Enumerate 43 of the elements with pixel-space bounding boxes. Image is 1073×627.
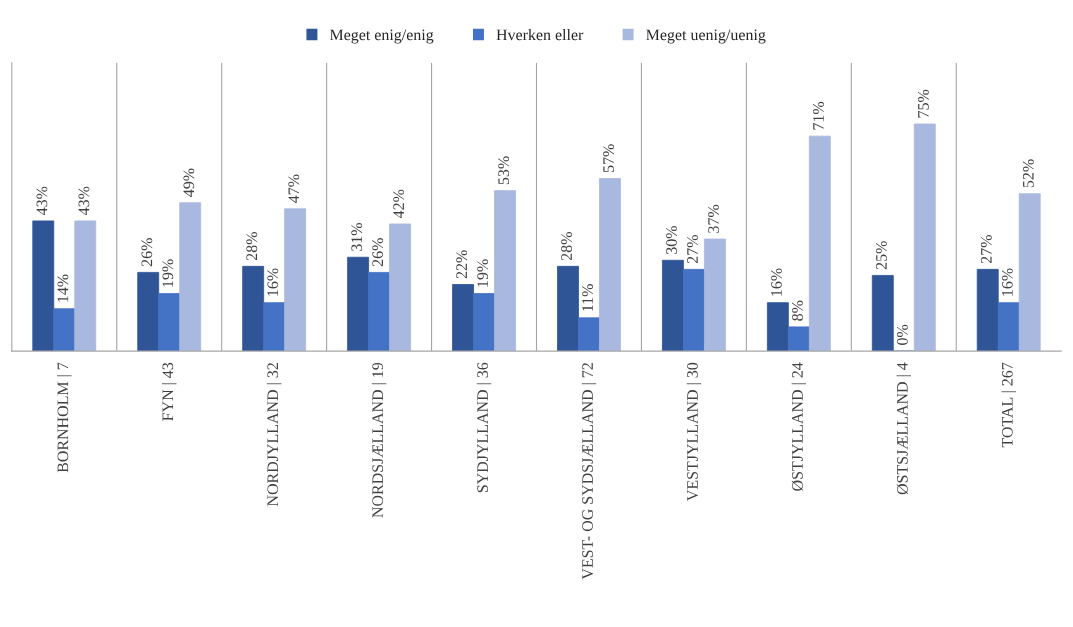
x-tick-label: NORDSJÆLLAND | 19	[371, 362, 387, 518]
data-label: 0%	[897, 324, 908, 345]
data-label: 19%	[162, 259, 174, 287]
data-label: 37%	[708, 204, 719, 233]
x-tick-label: BORNHOLM | 7	[57, 362, 72, 473]
data-label: 16%	[771, 268, 782, 296]
data-label: 16%	[1001, 268, 1013, 296]
data-label: 14%	[57, 274, 69, 302]
data-label: 71%	[813, 101, 824, 130]
x-tick-label: VEST- OG SYDSJÆLLAND | 72	[581, 363, 597, 580]
data-label: 28%	[561, 232, 573, 261]
data-label: 43%	[36, 186, 48, 216]
legend-label: Meget uenig/uenig	[646, 29, 766, 44]
data-label: 22%	[456, 250, 468, 279]
x-tick-label: ØSTSJÆLLAND | 4	[896, 362, 912, 495]
data-label: 49%	[183, 168, 195, 197]
data-label: 19%	[477, 259, 489, 287]
data-label: 8%	[792, 300, 803, 321]
data-label: 43%	[78, 186, 90, 216]
x-tick-label: VESTJYLLAND | 30	[686, 362, 702, 501]
x-tick-label: SYDJYLLAND | 36	[476, 362, 492, 493]
data-label: 26%	[372, 238, 384, 267]
data-label: 16%	[267, 268, 279, 296]
data-label: 28%	[246, 232, 258, 261]
data-label: 52%	[1022, 159, 1034, 188]
data-label: 26%	[141, 238, 153, 267]
data-label: 53%	[498, 156, 510, 185]
data-label: 25%	[876, 241, 887, 270]
data-label: 30%	[666, 225, 677, 254]
data-label: 47%	[288, 174, 300, 203]
legend-label: Hverken eller	[496, 29, 584, 41]
x-tick-label: ØSTJYLLAND | 24	[791, 362, 807, 491]
x-tick-label: FYN | 43	[161, 362, 177, 421]
data-label: 42%	[393, 189, 405, 219]
data-label: 31%	[351, 222, 363, 251]
x-tick-label: NORDJYLLAND | 32	[266, 363, 282, 507]
data-label: 57%	[603, 144, 615, 173]
data-label: 75%	[918, 89, 929, 118]
x-tick-label: TOTAL | 267	[1001, 362, 1016, 448]
legend-label: Meget enig/enig	[329, 29, 434, 44]
data-label: 11%	[582, 284, 594, 311]
data-label: 27%	[980, 235, 992, 264]
data-label: 27%	[687, 235, 698, 264]
